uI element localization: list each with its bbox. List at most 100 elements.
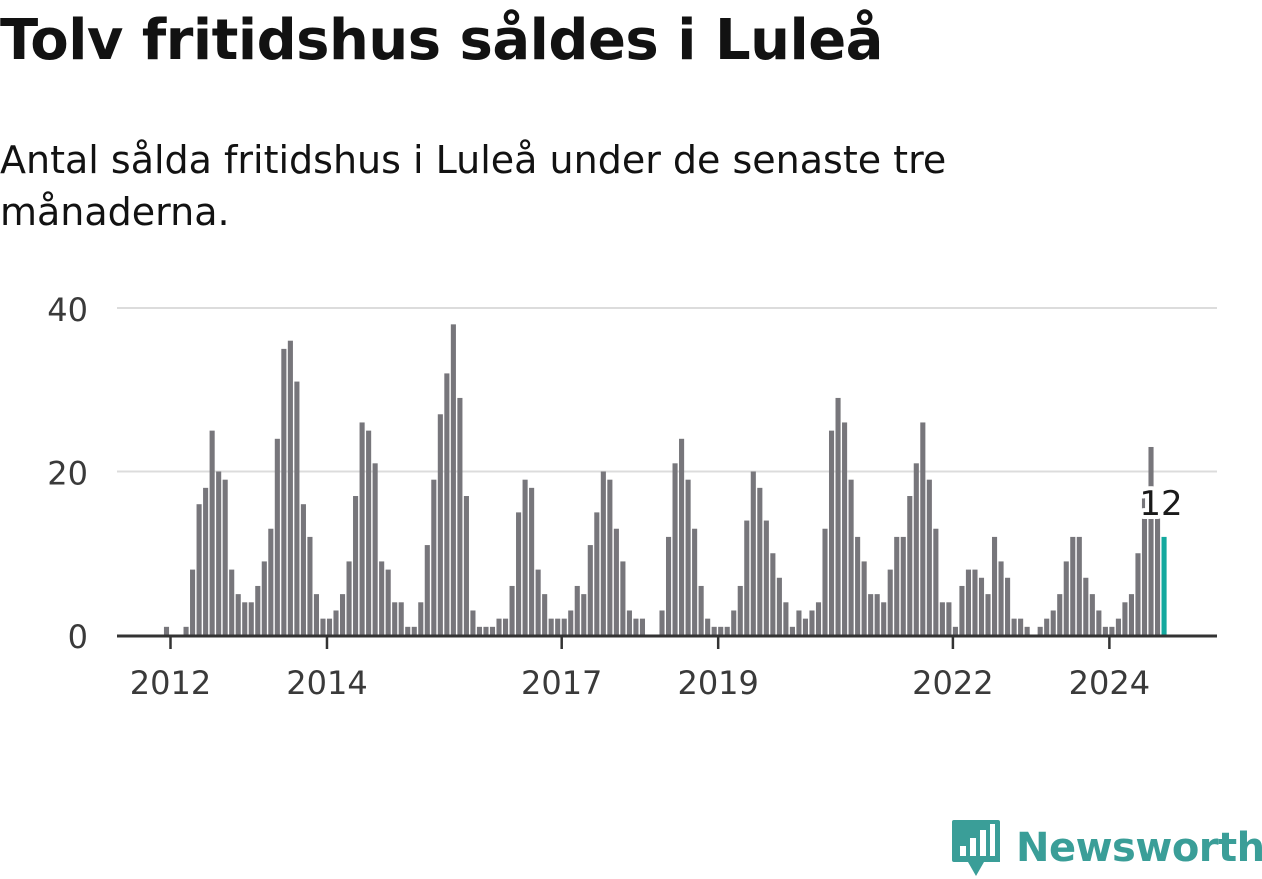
- bar: [516, 512, 522, 636]
- bar: [933, 528, 939, 635]
- bars: [163, 324, 1167, 636]
- bar: [307, 536, 313, 635]
- bar: [522, 479, 528, 635]
- bar: [339, 594, 346, 636]
- bar: [913, 463, 919, 635]
- bar: [665, 536, 672, 635]
- bar: [483, 626, 489, 635]
- bar: [1109, 626, 1115, 635]
- bar: [789, 626, 795, 635]
- bar: [594, 512, 600, 636]
- bar: [972, 569, 978, 635]
- bar: [190, 569, 196, 635]
- bar: [196, 504, 202, 635]
- bar: [1011, 618, 1017, 635]
- bar: [1083, 577, 1089, 635]
- bar: [633, 618, 639, 635]
- bar: [581, 594, 587, 636]
- bar: [287, 340, 293, 635]
- bar: [679, 438, 685, 635]
- bar: [815, 602, 822, 635]
- chart-subtitle: Antal sålda fritidshus i Luleå under de …: [0, 138, 947, 234]
- bar: [620, 561, 626, 635]
- bar: [672, 463, 678, 635]
- bar: [1050, 610, 1056, 635]
- bar: [737, 585, 743, 635]
- bar: [842, 422, 848, 635]
- bar: [978, 577, 985, 635]
- bar: [757, 487, 763, 635]
- bar: [626, 610, 632, 635]
- bar: [718, 626, 724, 635]
- bar: [868, 594, 874, 636]
- bar: [320, 618, 326, 635]
- bar: [952, 626, 958, 635]
- bar: [731, 610, 737, 635]
- bar: [470, 610, 476, 635]
- bar: [274, 438, 280, 635]
- x-tick-label: 2019: [677, 664, 758, 702]
- bar: [489, 626, 496, 635]
- x-tick-label: 2012: [130, 664, 211, 702]
- bar: [326, 618, 333, 635]
- bar: [1102, 626, 1108, 635]
- bar: [809, 610, 815, 635]
- bar: [463, 496, 469, 635]
- bar: [216, 471, 222, 635]
- bar: [555, 618, 561, 635]
- bar: [229, 569, 235, 635]
- bar: [822, 528, 828, 635]
- bar: [600, 471, 606, 635]
- x-tick-label: 2024: [1069, 664, 1150, 702]
- bar: [692, 528, 698, 635]
- bar: [568, 610, 574, 635]
- bar: [268, 528, 274, 635]
- bar: [711, 626, 717, 635]
- x-tick-label: 2022: [912, 664, 993, 702]
- bar: [998, 561, 1004, 635]
- chart-title: Tolv fritidshus såldes i Luleå: [0, 8, 883, 73]
- bar: [607, 479, 613, 635]
- bar: [261, 561, 267, 635]
- bar: [366, 430, 372, 636]
- bar: [698, 585, 704, 635]
- bar: [1148, 446, 1154, 635]
- bar: [1057, 594, 1063, 636]
- bar: [313, 594, 320, 636]
- bar: [431, 479, 437, 635]
- bar: [776, 577, 782, 635]
- bar: [881, 602, 887, 635]
- bar: [346, 561, 352, 635]
- bar: [802, 618, 809, 635]
- bar: [874, 594, 880, 636]
- y-tick-label: 40: [47, 291, 88, 329]
- brand-name: Newsworthy: [1016, 825, 1262, 871]
- y-tick-label: 0: [68, 618, 88, 656]
- bar: [613, 528, 619, 635]
- bar: [411, 626, 417, 635]
- bar: [1154, 512, 1161, 636]
- bar: [855, 536, 861, 635]
- bar: [437, 414, 443, 635]
- bar: [907, 496, 913, 635]
- bar: [424, 545, 430, 635]
- bar: [894, 536, 900, 635]
- bar: [985, 594, 991, 636]
- bar: [235, 594, 241, 636]
- bar: [587, 545, 593, 635]
- bar: [685, 479, 691, 635]
- bar: [1128, 594, 1135, 636]
- bar: [1063, 561, 1069, 635]
- bar: [900, 536, 906, 635]
- bar: [509, 585, 515, 635]
- bar: [861, 561, 867, 635]
- bar: [1089, 594, 1095, 636]
- bar: [398, 602, 404, 635]
- bar: [444, 373, 450, 635]
- bar: [450, 324, 456, 635]
- bar: [1096, 610, 1102, 635]
- newsworthy-logo[interactable]: Newsworthy: [950, 818, 1262, 878]
- bar: [300, 504, 306, 635]
